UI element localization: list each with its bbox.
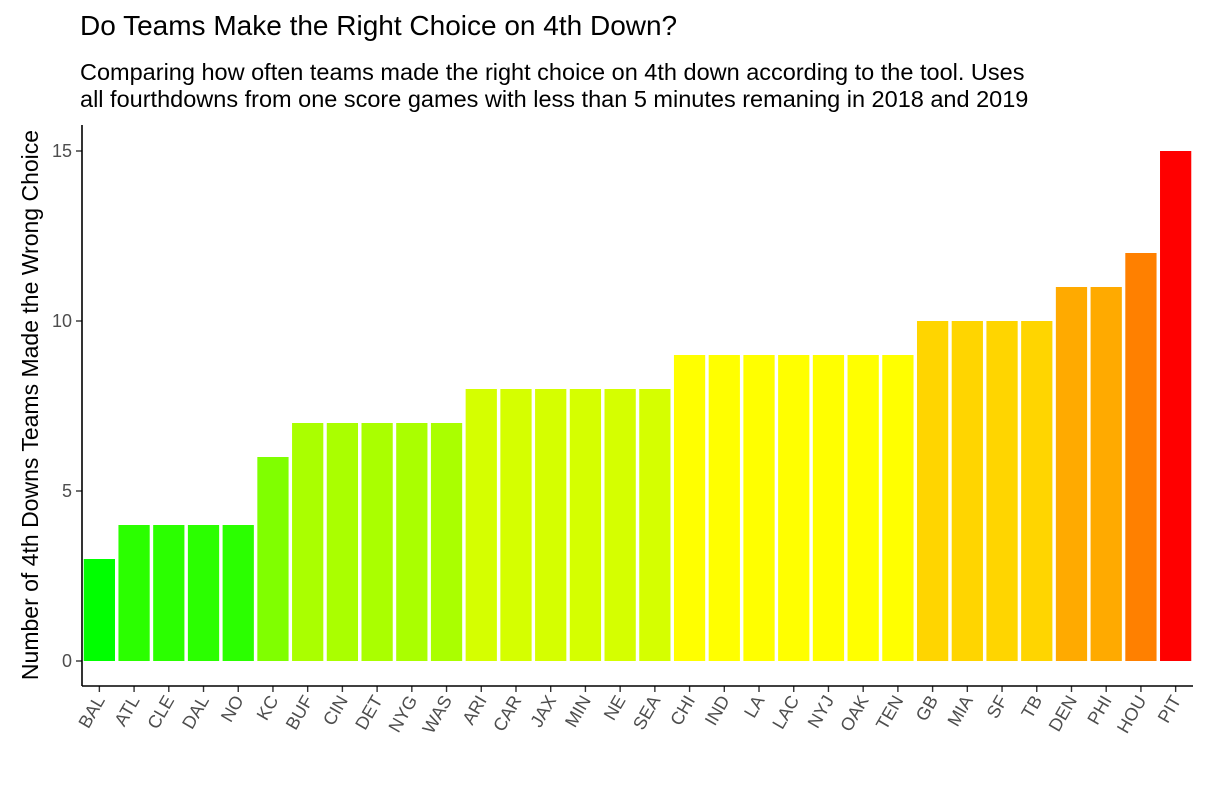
bar-sf <box>986 321 1018 661</box>
bar-pit <box>1160 151 1192 661</box>
y-axis-label: Number of 4th Downs Teams Made the Wrong… <box>17 130 43 680</box>
bar-nyg <box>396 423 428 661</box>
chart-title: Do Teams Make the Right Choice on 4th Do… <box>80 10 677 41</box>
x-tick-label: HOU <box>1113 692 1150 737</box>
x-tick-label: KC <box>253 692 283 724</box>
y-axis: 0 5 10 15 <box>52 125 83 686</box>
bars-group <box>83 151 1192 661</box>
x-tick-label: DET <box>351 692 386 733</box>
x-tick-label: PHI <box>1083 692 1115 728</box>
bar-den <box>1055 287 1088 661</box>
bar-cin <box>326 423 359 661</box>
chart-subtitle-line-1: Comparing how often teams made the right… <box>80 59 1024 85</box>
bar-ne <box>604 389 636 661</box>
y-tick-label: 0 <box>62 651 72 671</box>
bar-ind <box>708 355 740 661</box>
x-tick-label: BUF <box>282 692 317 733</box>
bar-hou <box>1125 253 1157 661</box>
bar-cle <box>153 525 185 661</box>
bar-lac <box>778 355 810 661</box>
x-tick-label: NO <box>217 692 248 725</box>
bar-la <box>743 355 775 661</box>
x-tick-label: LAC <box>768 692 803 732</box>
bar-det <box>361 423 393 661</box>
x-tick-label: BAL <box>74 692 108 731</box>
x-tick-label: CHI <box>666 692 699 729</box>
bar-mia <box>951 321 983 661</box>
x-tick-label: NYJ <box>804 692 838 731</box>
bar-tb <box>1021 321 1053 661</box>
x-tick-label: WAS <box>419 692 456 737</box>
y-tick-label: 10 <box>52 311 72 331</box>
x-tick-label: TEN <box>872 692 907 733</box>
bar-no <box>222 525 254 661</box>
bar-jax <box>535 389 567 661</box>
x-tick-label: NE <box>600 692 630 724</box>
bar-nyj <box>812 355 845 661</box>
bar-min <box>569 389 602 661</box>
y-tick-label: 15 <box>52 141 72 161</box>
bar-phi <box>1090 287 1122 661</box>
x-tick-label: SF <box>983 692 1012 722</box>
x-tick-label: SEA <box>629 692 664 733</box>
bar-kc <box>257 457 289 661</box>
x-tick-label: MIA <box>943 692 976 730</box>
x-tick-label: DEN <box>1045 692 1081 735</box>
x-tick-label: PIT <box>1154 692 1185 726</box>
x-tick-label: CLE <box>143 692 178 732</box>
x-tick-label: ARI <box>458 692 490 728</box>
x-tick-label: CIN <box>319 692 352 729</box>
bar-gb <box>916 321 949 661</box>
bar-car <box>500 389 532 661</box>
bar-oak <box>847 355 879 661</box>
chart-subtitle-line-2: all fourthdowns from one score games wit… <box>80 86 1028 112</box>
bar-chi <box>673 355 706 661</box>
x-tick-label: JAX <box>526 692 560 731</box>
x-tick-label: ATL <box>110 692 143 729</box>
bar-ari <box>465 389 497 661</box>
x-tick-label: MIN <box>561 692 595 731</box>
x-tick-label: IND <box>701 692 734 729</box>
y-tick-label: 5 <box>62 481 72 501</box>
x-tick-label: DAL <box>178 692 213 732</box>
x-tick-label: OAK <box>836 692 872 735</box>
bar-dal <box>187 525 220 661</box>
x-tick-label: LA <box>740 692 768 721</box>
x-tick-label: GB <box>912 692 942 725</box>
x-tick-label: CAR <box>489 692 525 735</box>
bar-was <box>430 423 463 661</box>
bar-ten <box>882 355 914 661</box>
bar-bal <box>83 559 115 661</box>
bar-buf <box>292 423 324 661</box>
x-tick-label: NYG <box>384 692 421 736</box>
bar-atl <box>118 525 150 661</box>
x-tick-label: TB <box>1017 692 1046 722</box>
bar-sea <box>639 389 671 661</box>
